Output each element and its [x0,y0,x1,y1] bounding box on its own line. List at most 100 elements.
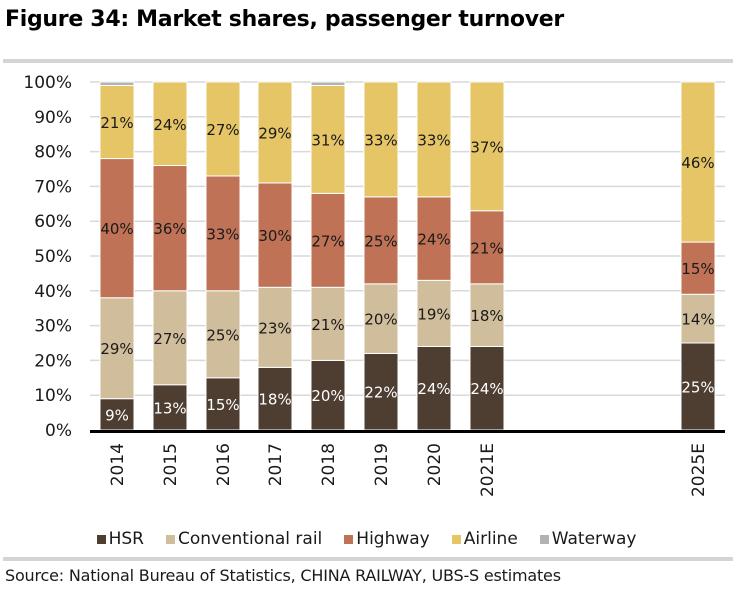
bar-segment-hsr [363,352,399,431]
data-label: 36% [153,220,186,238]
data-label: 46% [681,154,714,172]
data-label: 24% [417,231,450,249]
data-label: 14% [681,311,714,329]
data-label: 21% [470,239,503,257]
data-label: 40% [100,220,133,238]
bar-segment-airline [469,81,505,212]
data-label: 25% [206,326,239,344]
bar-segment-conventional-rail [152,290,188,386]
source-note: Source: National Bureau of Statistics, C… [5,566,561,585]
bars [99,81,716,431]
legend: HSR Conventional rail Highway Airline Waterw… [0,529,733,549]
data-label: 27% [153,330,186,348]
bar-segment-highway [363,196,399,285]
data-label: 37% [470,138,503,156]
data-label: 33% [206,225,239,243]
y-tick-label: 70% [34,177,72,197]
data-label: 15% [681,260,714,278]
legend-swatch [451,534,461,544]
bar-segment-highway [205,175,241,292]
bar-segment-waterway [310,81,346,86]
y-tick-label: 90% [34,108,72,128]
legend-swatch [344,534,354,544]
legend-item-hsr: HSR [96,529,144,549]
data-label: 33% [364,131,397,149]
y-tick-label: 80% [34,143,72,163]
y-tick-label: 0% [45,421,72,441]
bar-segment-airline [416,81,452,198]
data-label: 13% [153,399,186,417]
bar-segment-airline [363,81,399,198]
data-label: 27% [206,121,239,139]
data-label: 24% [417,380,450,398]
x-tick-label: 2015 [161,443,181,486]
y-axis-ticks: 0% 10% 20% 30% 40% 50% 60% 70% 80% 90% 100% [23,73,72,441]
legend-label: Conventional rail [177,529,323,549]
x-axis-ticks: 2014 2015 2016 2017 2018 2019 2020 2021E 2025E [108,443,709,497]
data-label: 19% [417,305,450,323]
bar-segment-conventional-rail [363,283,399,354]
legend-label: Highway [356,529,430,549]
y-tick-label: 50% [34,247,72,267]
bar-segment-hsr [680,342,716,431]
legend-item-highway: Highway [344,529,430,549]
bar-segment-hsr [257,366,293,431]
bar-segment-conventional-rail [205,290,241,379]
x-tick-label: 2014 [108,443,128,486]
bar-segment-airline [205,81,241,177]
bar-segment-airline [680,81,716,243]
x-tick-label: 2020 [425,443,445,486]
y-tick-label: 10% [34,386,72,406]
legend-swatch [165,534,175,544]
data-label: 27% [311,232,344,250]
y-tick-label: 30% [34,317,72,337]
data-label: 15% [206,396,239,414]
data-label: 20% [311,387,344,405]
data-label: 22% [364,384,397,402]
legend-label: Airline [463,529,518,549]
bar-segment-highway [99,158,135,299]
bottom-separator [3,557,733,561]
data-label: 29% [258,124,291,142]
x-tick-label: 2017 [266,443,286,486]
data-label: 18% [258,391,291,409]
x-tick-label: 2019 [372,443,392,486]
bar-segment-airline [257,81,293,184]
data-label: 25% [364,232,397,250]
legend-item-airline: Airline [451,529,518,549]
bar-segment-conventional-rail [680,293,716,344]
y-tick-label: 100% [23,73,72,93]
bar-segment-hsr [416,345,452,431]
data-label: 24% [153,116,186,134]
bar-segment-conventional-rail [416,279,452,347]
bar-segment-highway [416,196,452,281]
data-label: 31% [311,131,344,149]
data-label: 18% [470,307,503,325]
bar-segment-highway [680,241,716,295]
data-label: 21% [311,316,344,334]
figure-title: Figure 34: Market shares, passenger turn… [5,7,564,32]
legend-label: Waterway [551,529,637,549]
bar-segment-hsr [310,359,346,431]
top-separator [3,59,733,63]
bar-segment-highway [310,192,346,288]
x-tick-label: 2018 [319,443,339,486]
x-tick-label: 2016 [214,443,234,486]
bar-segment-waterway [99,81,135,86]
data-label: 29% [100,340,133,358]
legend-swatch [539,534,549,544]
y-tick-label: 40% [34,282,72,302]
data-label: 23% [258,319,291,337]
bar-segment-highway [469,210,505,285]
stacked-bar-chart: 0% 10% 20% 30% 40% 50% 60% 70% 80% 90% 100% 9% 29% 4… [23,73,725,497]
bar-segment-conventional-rail [310,286,346,361]
data-label: 20% [364,311,397,329]
data-label: 24% [470,380,503,398]
bar-segment-airline [152,81,188,167]
x-tick-label: 2025E [689,443,709,497]
legend-swatch [96,534,106,544]
bar-segment-hsr [205,377,241,431]
x-tick-label: 2021E [478,443,498,497]
legend-label: HSR [108,529,144,549]
bar-segment-airline [310,84,346,194]
